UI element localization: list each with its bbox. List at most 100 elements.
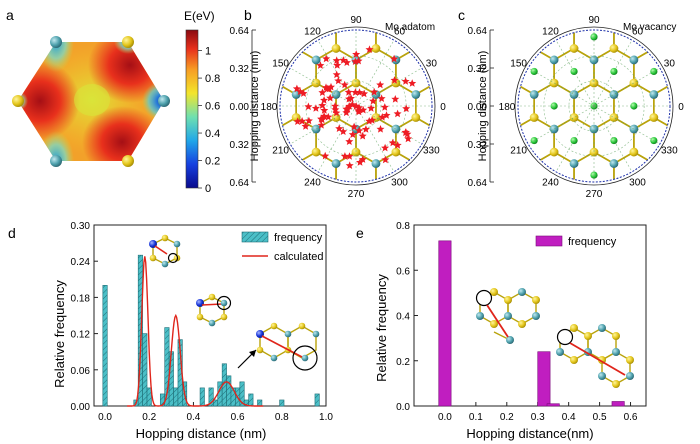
bar (168, 351, 174, 407)
lattice-bond (375, 151, 417, 182)
inset-vacancy-1 (475, 288, 540, 344)
bar (142, 333, 148, 407)
lattice-bond (518, 30, 535, 61)
panel-e-xlabel: Hopping distance(nm) (466, 426, 593, 441)
lattice-bond (415, 30, 432, 61)
adatom-marker (340, 80, 349, 89)
adatom-marker (358, 131, 367, 140)
legend-swatch-frequency-e (535, 235, 563, 247)
panel-c-title: Mo vacancy (623, 22, 676, 33)
lattice-bond (634, 187, 674, 233)
bar (314, 393, 320, 407)
s-atom (12, 95, 24, 107)
x-tick-label: 0.6 (231, 412, 245, 423)
angle-label: 210 (272, 146, 289, 157)
panel-d-xlabel: Hopping distance (nm) (136, 426, 267, 441)
adatom-marker (381, 155, 390, 164)
bar (257, 399, 263, 407)
angle-label: 90 (588, 15, 600, 26)
mo-atom (549, 124, 559, 134)
adatom-marker (393, 141, 402, 149)
mo-atom (158, 95, 170, 107)
lattice-bond (414, 152, 454, 198)
lattice-bond (276, 0, 316, 25)
mo-atom (609, 90, 619, 99)
angle-label: 60 (394, 27, 406, 38)
radial-tick-label: 0.32 (468, 64, 488, 75)
s-atom (589, 78, 599, 88)
angle-label: 240 (304, 177, 321, 188)
lattice-bond (674, 48, 700, 94)
lattice-bond (674, 118, 700, 164)
adatom-marker (355, 103, 363, 112)
adatom-marker (292, 84, 301, 93)
s-atom (122, 155, 134, 167)
lattice-bond (614, 221, 654, 267)
lattice-bond (516, 187, 556, 233)
adatom-marker (393, 109, 402, 118)
adatom-marker (390, 76, 399, 84)
s-atom (311, 78, 321, 88)
angle-gridline (555, 40, 595, 107)
vacancy-site (610, 136, 618, 145)
polar-boundary (517, 29, 671, 183)
x-tick-label: 0.3 (531, 412, 545, 423)
radial-tick-label: 0.64 (230, 178, 250, 189)
x-tick-label: 0.0 (98, 412, 112, 423)
lattice-bond (415, 151, 432, 182)
adatom-marker (321, 151, 330, 160)
polar-plot-c: 03060901201501802102402703003300.640.320… (414, 15, 700, 267)
mo-atom (391, 124, 401, 134)
adatom-marker (334, 76, 343, 85)
radial-tick-label: 0.00 (468, 102, 488, 113)
polar-plot-b: 0 30 60 90 120 150 180 210 240 270 300 330 0.64 0.32 0… (230, 0, 556, 267)
x-tick-label: 0.5 (593, 412, 607, 423)
chart-e: 0.0 0.2 0.4 0.6 0.8 0.0 0.1 0.2 0.3 0.4 0.5 0.6 (396, 221, 647, 423)
angle-label: 270 (586, 189, 603, 200)
inset-molecule-3 (237, 322, 320, 371)
lattice-bond (280, 30, 297, 61)
s-atom (411, 113, 421, 122)
lattice-bond (456, 221, 496, 267)
adatom-marker (301, 122, 310, 130)
lattice-bond (494, 221, 534, 267)
s-atom (569, 113, 579, 122)
adatom-marker (296, 87, 305, 96)
lattice-bond (674, 187, 700, 233)
lattice-bond (653, 151, 670, 182)
angle-gridline (355, 105, 422, 145)
adatom-marker (342, 58, 351, 66)
angle-label: 210 (510, 146, 527, 157)
adatom-marker (304, 116, 313, 125)
adatom-marker (318, 101, 327, 109)
s-atom (371, 44, 381, 53)
angle-label: 30 (426, 59, 438, 70)
adatom-marker (356, 158, 364, 166)
angle-gridline (593, 67, 660, 107)
adatom-marker (376, 125, 385, 133)
angle-gridline (593, 105, 633, 172)
adatom-marker (404, 134, 413, 143)
panel-e-ylabel: Relative frequency (374, 274, 389, 382)
angle-label: 300 (629, 177, 646, 188)
lattice-bond (355, 116, 397, 165)
angle-label: 60 (632, 27, 644, 38)
adatom-marker (311, 104, 320, 112)
adatom-marker (358, 155, 367, 163)
lattice-bond (236, 0, 276, 25)
x-tick-label: 1.0 (319, 412, 333, 423)
adatom-marker (352, 102, 361, 110)
radial-tick-label: 0.64 (230, 26, 250, 37)
angle-label: 120 (542, 27, 559, 38)
bar (239, 381, 245, 407)
s-atom (589, 147, 599, 157)
polar-boundary (279, 29, 433, 183)
lattice-bond (436, 187, 476, 233)
angle-label: 0 (678, 102, 684, 113)
bar (199, 387, 205, 407)
bar (611, 401, 625, 407)
adatom-marker (365, 117, 374, 125)
panel-c: c Mo vacancy Hopping distance (nm) 03060… (414, 7, 700, 267)
adatom-marker (401, 77, 410, 85)
